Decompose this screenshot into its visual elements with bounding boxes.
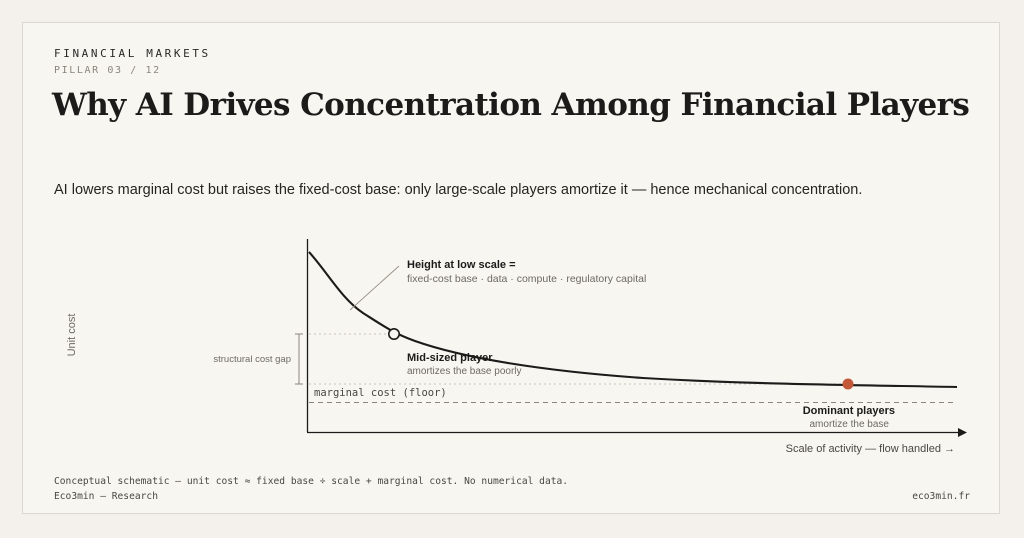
dominant-title: Dominant players — [803, 405, 895, 417]
x-axis-label: Scale of activity — flow handled → — [786, 443, 955, 455]
mid-player-marker — [387, 327, 400, 340]
mid-player-title: Mid-sized player — [407, 352, 493, 364]
brand-label: Eco3min — Research — [54, 491, 158, 502]
dominant-player-marker — [842, 378, 854, 390]
mid-player-detail: amortizes the base poorly — [407, 366, 522, 377]
content-card: FINANCIAL MARKETS PILLAR 03 / 12 Why AI … — [22, 22, 1000, 514]
footnote: Conceptual schematic — unit cost ≈ fixed… — [54, 476, 569, 487]
site-url: eco3min.fr — [912, 491, 970, 502]
floor-label: marginal cost (floor) — [314, 387, 447, 399]
pillar-indicator: PILLAR 03 / 12 — [54, 65, 161, 76]
x-axis-arrow-icon — [958, 428, 967, 437]
cost-curve-diagram: Unit cost structural cost gap marginal c… — [66, 239, 967, 455]
y-axis-label: Unit cost — [66, 314, 78, 357]
callout-title: Height at low scale = — [407, 259, 516, 271]
page-title: Why AI Drives Concentration Among Financ… — [52, 87, 970, 123]
dominant-detail: amortize the base — [810, 419, 890, 430]
section-eyebrow: FINANCIAL MARKETS — [54, 47, 211, 60]
unit-cost-curve — [308, 251, 958, 389]
callout-leader — [349, 265, 400, 311]
gap-label: structural cost gap — [213, 354, 291, 365]
callout-detail: fixed-cost base · data · compute · regul… — [407, 273, 646, 285]
page-subtitle: AI lowers marginal cost but raises the f… — [54, 182, 863, 198]
